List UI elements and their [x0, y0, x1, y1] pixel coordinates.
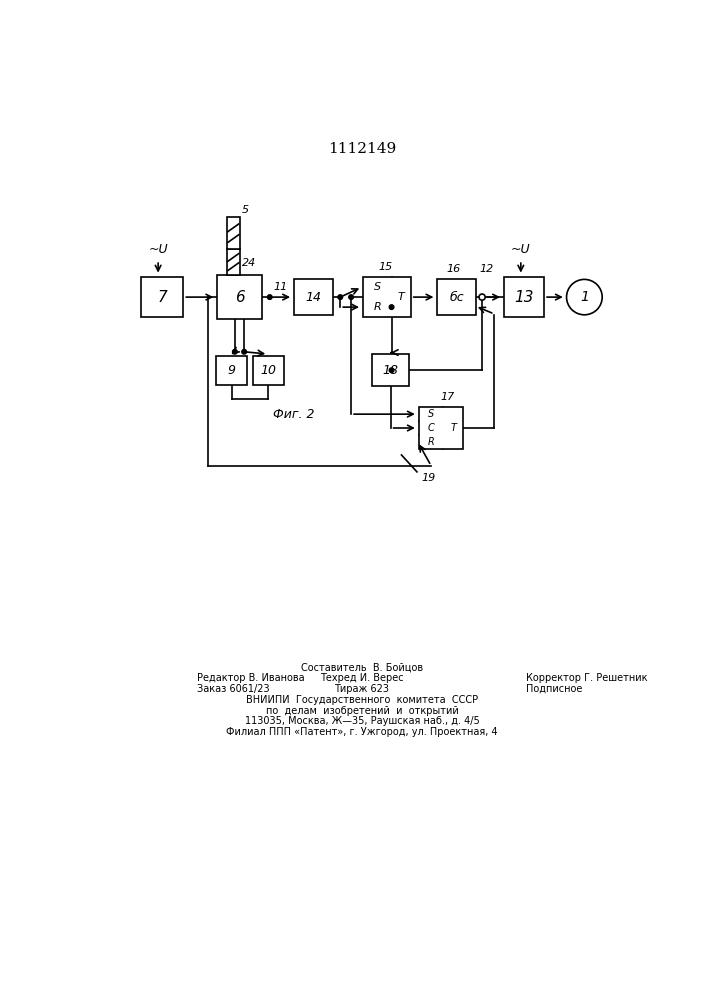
Text: 14: 14: [305, 291, 321, 304]
Text: 18: 18: [382, 364, 399, 377]
Text: S: S: [428, 409, 434, 419]
Text: 5: 5: [242, 205, 249, 215]
Bar: [437, 279, 476, 315]
Circle shape: [338, 295, 343, 299]
Text: Тираж 623: Тираж 623: [334, 684, 390, 694]
Bar: [252, 356, 284, 385]
Text: 9: 9: [228, 364, 235, 377]
Text: R: R: [428, 437, 434, 447]
Text: Редактор В. Иванова: Редактор В. Иванова: [197, 673, 305, 683]
Text: 1: 1: [580, 290, 589, 304]
Circle shape: [479, 294, 485, 300]
Bar: [504, 277, 544, 317]
Circle shape: [233, 349, 237, 354]
Text: Техред И. Верес: Техред И. Верес: [320, 673, 404, 683]
Text: 15: 15: [378, 262, 392, 272]
Bar: [363, 277, 411, 317]
Text: 7: 7: [157, 290, 167, 305]
Text: R: R: [373, 302, 381, 312]
Text: ~U: ~U: [148, 243, 168, 256]
Text: Заказ 6061/23: Заказ 6061/23: [197, 684, 269, 694]
Circle shape: [566, 279, 602, 315]
Text: 1112149: 1112149: [328, 142, 396, 156]
Text: 16: 16: [446, 264, 460, 274]
Text: 19: 19: [421, 473, 436, 483]
Circle shape: [390, 305, 394, 309]
Text: Составитель  В. Бойцов: Составитель В. Бойцов: [301, 662, 423, 672]
Bar: [227, 249, 240, 275]
Bar: [419, 407, 464, 449]
Bar: [372, 354, 409, 386]
Bar: [216, 356, 247, 385]
Text: 11: 11: [274, 282, 288, 292]
Bar: [141, 277, 183, 317]
Text: 10: 10: [260, 364, 276, 377]
Text: по  делам  изобретений  и  открытий: по делам изобретений и открытий: [266, 706, 458, 716]
Text: Филиал ППП «Патент», г. Ужгород, ул. Проектная, 4: Филиал ППП «Патент», г. Ужгород, ул. Про…: [226, 727, 498, 737]
Circle shape: [390, 368, 394, 373]
Text: 24: 24: [242, 258, 256, 268]
Circle shape: [267, 295, 272, 299]
Text: 113035, Москва, Ж—35, Раушская наб., д. 4/5: 113035, Москва, Ж—35, Раушская наб., д. …: [245, 716, 479, 726]
Text: 12: 12: [479, 264, 493, 274]
Bar: [227, 217, 240, 249]
Text: T: T: [398, 292, 404, 302]
Bar: [293, 279, 332, 315]
Text: Корректор Г. Решетник: Корректор Г. Решетник: [526, 673, 648, 683]
Text: ВНИИПИ  Государственного  комитета  СССР: ВНИИПИ Государственного комитета СССР: [246, 695, 478, 705]
Text: Фиг. 2: Фиг. 2: [273, 408, 315, 421]
Text: T: T: [450, 423, 457, 433]
Text: C: C: [428, 423, 434, 433]
Bar: [217, 275, 262, 319]
Text: Подписное: Подписное: [526, 684, 583, 694]
Text: бс: бс: [449, 291, 464, 304]
Text: ~U: ~U: [511, 243, 531, 256]
Circle shape: [242, 349, 247, 354]
Text: 6: 6: [235, 290, 245, 305]
Circle shape: [349, 295, 354, 299]
Text: S: S: [373, 282, 380, 292]
Text: 13: 13: [514, 290, 534, 305]
Text: 17: 17: [440, 392, 455, 402]
